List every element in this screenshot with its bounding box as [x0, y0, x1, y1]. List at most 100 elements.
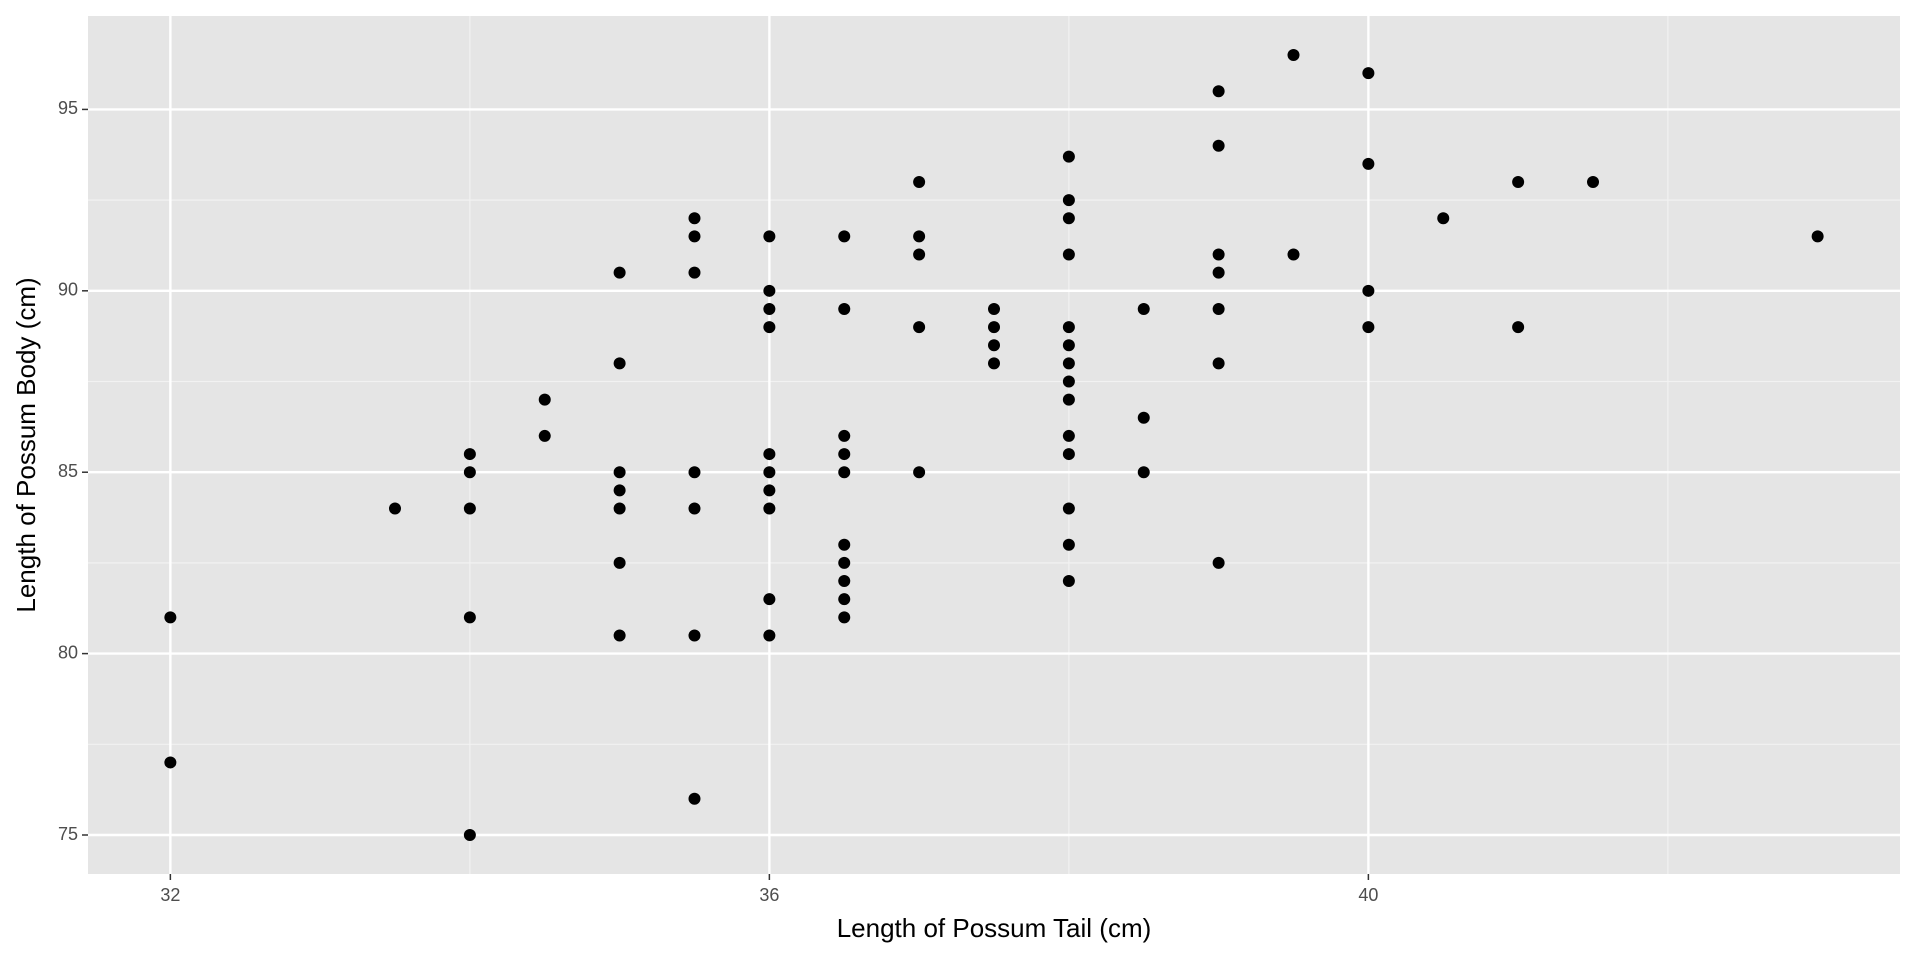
point: [913, 175, 926, 188]
point: [688, 266, 701, 279]
point: [838, 575, 851, 588]
point: [838, 230, 851, 243]
y-tick-label: 75: [58, 824, 78, 844]
point: [838, 538, 851, 551]
point: [688, 230, 701, 243]
point: [688, 502, 701, 515]
point: [988, 321, 1000, 334]
x-axis-title: Length of Possum Tail (cm): [837, 913, 1152, 943]
point: [1062, 448, 1075, 461]
point: [613, 556, 626, 569]
point: [763, 502, 776, 515]
point: [763, 321, 776, 334]
point: [1587, 175, 1600, 188]
point: [838, 556, 851, 569]
y-tick-label: 85: [58, 461, 78, 481]
point: [1212, 139, 1225, 152]
point: [1437, 212, 1450, 225]
y-tick-label: 80: [58, 642, 78, 662]
point: [1062, 150, 1075, 163]
point: [463, 611, 476, 624]
point: [164, 611, 177, 624]
point: [763, 484, 776, 497]
point: [1362, 67, 1375, 80]
point: [1212, 357, 1225, 370]
point: [1062, 194, 1075, 207]
x-tick-label: 32: [160, 885, 180, 905]
point: [1287, 248, 1300, 261]
point: [613, 466, 626, 479]
point: [1137, 466, 1150, 479]
point: [1062, 393, 1075, 406]
point: [913, 248, 926, 261]
x-tick-label: 36: [759, 885, 779, 905]
point: [1212, 248, 1225, 261]
point: [838, 429, 851, 442]
point: [763, 448, 776, 461]
point: [1062, 502, 1075, 515]
point: [1811, 230, 1824, 243]
point: [688, 212, 701, 225]
point: [763, 230, 776, 243]
point: [613, 484, 626, 497]
point: [613, 266, 626, 279]
point: [538, 393, 551, 406]
point: [763, 302, 776, 315]
point: [838, 611, 851, 624]
point: [688, 466, 701, 479]
point: [988, 357, 1000, 370]
point: [613, 502, 626, 515]
point: [1512, 321, 1525, 334]
point: [1062, 357, 1075, 370]
point: [838, 593, 851, 606]
point: [1062, 212, 1075, 225]
point: [463, 448, 476, 461]
point: [1062, 375, 1075, 388]
point: [1212, 302, 1225, 315]
point: [388, 502, 401, 515]
point: [1062, 248, 1075, 261]
point: [1062, 321, 1075, 334]
point: [1287, 49, 1300, 61]
point: [838, 448, 851, 461]
point: [913, 230, 926, 243]
point: [538, 429, 551, 442]
x-tick-label: 40: [1358, 885, 1378, 905]
point: [1362, 284, 1375, 297]
point: [164, 756, 177, 769]
point: [913, 321, 926, 334]
point: [1512, 175, 1525, 188]
point: [1137, 411, 1150, 424]
point: [688, 792, 701, 805]
point: [463, 502, 476, 515]
y-tick-label: 90: [58, 280, 78, 300]
point: [688, 629, 701, 642]
point: [763, 466, 776, 479]
point: [1212, 266, 1225, 279]
point: [1062, 429, 1075, 442]
point: [1062, 575, 1075, 588]
point: [463, 466, 476, 479]
point: [838, 466, 851, 479]
point: [763, 284, 776, 297]
point: [613, 629, 626, 642]
y-axis-title: Length of Possum Body (cm): [11, 277, 41, 612]
point: [1212, 85, 1225, 98]
point: [988, 339, 1000, 352]
point: [613, 357, 626, 370]
point: [1362, 321, 1375, 334]
point: [838, 302, 851, 315]
point: [1362, 157, 1375, 170]
point: [913, 466, 926, 479]
point: [463, 829, 476, 841]
point: [763, 629, 776, 642]
plot-panel: [88, 16, 1900, 874]
y-tick-label: 95: [58, 98, 78, 118]
point: [763, 593, 776, 606]
point: [988, 302, 1000, 315]
point: [1062, 538, 1075, 551]
point: [1212, 556, 1225, 569]
point: [1137, 302, 1150, 315]
point: [1062, 339, 1075, 352]
